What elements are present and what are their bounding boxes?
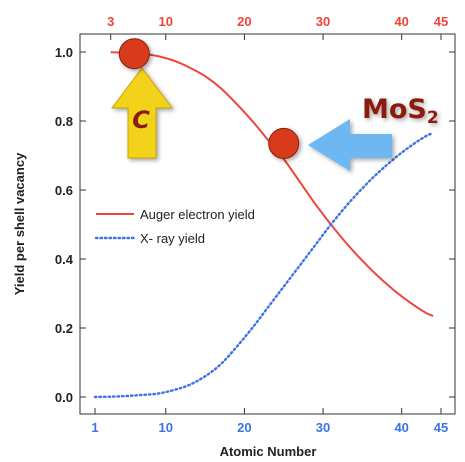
x-axis-top-ticks: 3 10 20 30 40 45 [107,14,448,40]
x-top-tick-label: 20 [237,14,251,29]
data-markers [118,38,300,159]
plot-area-frame [79,33,456,415]
marker-mos [268,127,300,159]
y-tick-label: 0.4 [55,252,74,267]
annotation-c-label: C [132,106,150,134]
y-tick-label: 1.0 [55,45,73,60]
legend-label-auger: Auger electron yield [140,207,255,222]
annotation-mos2-subscript: 2 [427,108,439,128]
x-top-tick-label: 30 [316,14,330,29]
x-tick-label: 10 [159,420,173,435]
y-axis-title: Yield per shell vacancy [12,152,27,295]
x-top-tick-label: 3 [107,14,114,29]
x-tick-label: 45 [434,420,448,435]
x-axis-bottom-ticks: 1 10 20 30 40 45 [91,408,448,435]
x-axis-title: Atomic Number [220,444,317,459]
x-tick-label: 1 [91,420,98,435]
x-top-tick-label: 10 [159,14,173,29]
x-top-tick-label: 45 [434,14,448,29]
y-tick-label: 0.2 [55,321,73,336]
arrow-up-icon [111,67,173,159]
y-tick-label: 0.8 [55,114,73,129]
series-line-x-ray-yield [93,131,435,399]
annotation-mos2-main: MoS [362,94,427,125]
y-tick-label: 0.0 [55,390,73,405]
x-tick-label: 30 [316,420,330,435]
arrow-left-icon [308,119,392,171]
x-top-tick-label: 40 [394,14,408,29]
legend-label-x-ray: X- ray yield [140,231,205,246]
annotation-mos2-label: MoS2 [362,94,439,128]
y-tick-label: 0.6 [55,183,73,198]
x-tick-label: 40 [394,420,408,435]
y-axis-ticks: 0.0 0.2 0.4 0.6 0.8 1.0 [55,45,455,405]
x-tick-label: 20 [237,420,251,435]
legend: Auger electron yield X- ray yield [94,207,255,246]
marker-c [118,38,150,70]
